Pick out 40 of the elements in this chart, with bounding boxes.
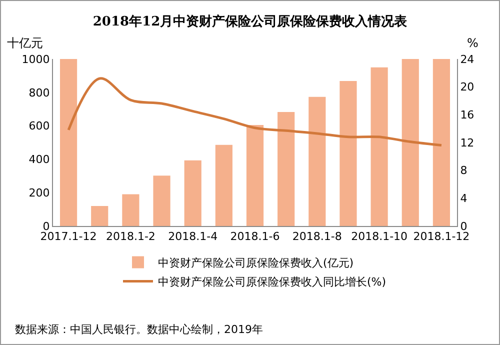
x-tick-label: 2018.1-2 [106, 230, 156, 244]
bar [184, 160, 202, 226]
x-tick-label: 2018.1-8 [292, 230, 342, 244]
y-tick-label: 600 [28, 120, 50, 133]
x-tick-label: 2018.1-10 [351, 230, 408, 244]
y-axis-title: 十亿元 [7, 36, 43, 50]
x-tick-label: 2018.1-4 [168, 230, 218, 244]
y2-tick-label: 4 [460, 192, 468, 206]
y2-tick-label: 24 [460, 52, 474, 66]
y-tick-label: 1000 [22, 52, 50, 66]
y-tick-label: 400 [28, 153, 50, 166]
bar [122, 194, 140, 226]
bar [308, 96, 326, 226]
x-tick-label: 2017.1-12 [40, 230, 97, 244]
bar [278, 112, 295, 226]
y2-tick-label: 8 [460, 164, 468, 178]
bar [153, 176, 170, 226]
y2-tick-label: 12 [460, 136, 474, 150]
x-tick-label: 2018.1-6 [230, 230, 280, 244]
bar [402, 59, 419, 226]
chart-title: 2018年12月中资财产保险公司原保险保费收入情况表 [92, 14, 408, 30]
bar [215, 144, 232, 226]
bar [246, 124, 264, 226]
legend-label: 中资财产保险公司原保险保费收入(亿元) [158, 256, 354, 270]
y-tick-label: 200 [28, 186, 50, 200]
bar [60, 59, 78, 226]
y2-axis-title: % [467, 36, 478, 50]
bar [370, 67, 388, 226]
legend-label: 中资财产保险公司原保险保费收入同比增长(%) [158, 276, 386, 288]
y2-tick-label: 16 [460, 108, 474, 122]
y-tick-label: 0 [42, 220, 50, 233]
y2-tick-label: 0 [460, 220, 468, 233]
x-tick-label: 2018.1-12 [413, 230, 470, 244]
source-note: 数据来源：中国人民银行。数据中心绘制，2019年 [15, 323, 263, 336]
bar [91, 206, 108, 226]
bar [340, 81, 357, 226]
y2-tick-label: 20 [460, 80, 474, 94]
bar [432, 59, 450, 226]
line-series [67, 77, 443, 147]
y-tick-label: 800 [28, 86, 50, 100]
